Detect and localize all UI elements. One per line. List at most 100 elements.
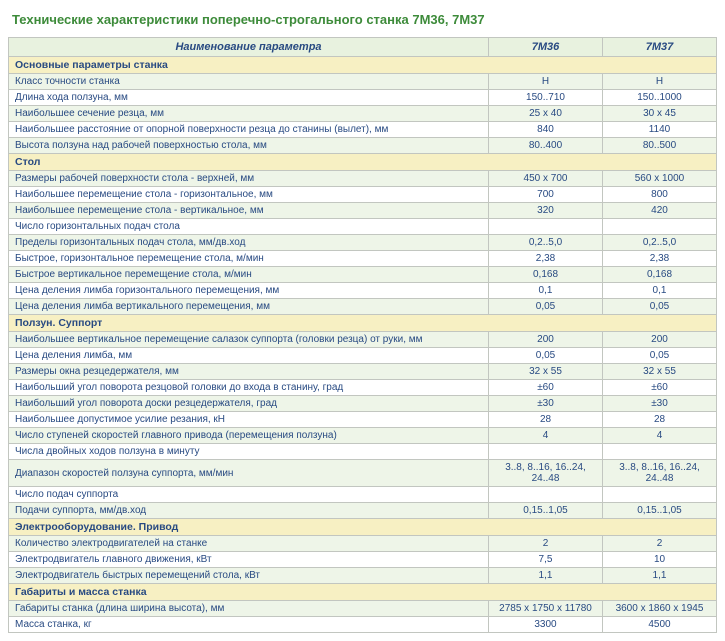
table-row: Наибольшее перемещение стола - вертикаль… bbox=[9, 203, 717, 219]
table-row: Числа двойных ходов ползуна в минуту bbox=[9, 444, 717, 460]
value-col-2: 2 bbox=[603, 536, 717, 552]
section-row: Габариты и масса станка bbox=[9, 584, 717, 601]
value-col-1: 0,05 bbox=[489, 348, 603, 364]
table-row: Количество электродвигателей на станке22 bbox=[9, 536, 717, 552]
section-label: Габариты и масса станка bbox=[9, 584, 717, 601]
param-label: Наибольшее сечение резца, мм bbox=[9, 106, 489, 122]
value-col-1: 7,5 bbox=[489, 552, 603, 568]
value-col-2: 32 х 55 bbox=[603, 364, 717, 380]
value-col-1: 320 bbox=[489, 203, 603, 219]
value-col-1: 2,38 bbox=[489, 251, 603, 267]
param-label: Количество электродвигателей на станке bbox=[9, 536, 489, 552]
param-label: Наибольший угол поворота доски резцедерж… bbox=[9, 396, 489, 412]
value-col-2: 0,168 bbox=[603, 267, 717, 283]
param-label: Электродвигатель главного движения, кВт bbox=[9, 552, 489, 568]
table-row: Число горизонтальных подач стола bbox=[9, 219, 717, 235]
value-col-2: 200 bbox=[603, 332, 717, 348]
section-row: Стол bbox=[9, 154, 717, 171]
value-col-1: ±30 bbox=[489, 396, 603, 412]
header-param: Наименование параметра bbox=[9, 38, 489, 57]
section-row: Основные параметры станка bbox=[9, 57, 717, 74]
param-label: Цена деления лимба горизонтального перем… bbox=[9, 283, 489, 299]
value-col-2: 0,15..1,05 bbox=[603, 503, 717, 519]
param-label: Наибольшее перемещение стола - вертикаль… bbox=[9, 203, 489, 219]
value-col-2: 4500 bbox=[603, 617, 717, 633]
value-col-2 bbox=[603, 444, 717, 460]
value-col-1: 2 bbox=[489, 536, 603, 552]
value-col-1: 200 bbox=[489, 332, 603, 348]
param-label: Быстрое вертикальное перемещение стола, … bbox=[9, 267, 489, 283]
param-label: Быстрое, горизонтальное перемещение стол… bbox=[9, 251, 489, 267]
table-row: Цена деления лимба, мм0,050,05 bbox=[9, 348, 717, 364]
param-label: Длина хода ползуна, мм bbox=[9, 90, 489, 106]
param-label: Наибольший угол поворота резцовой головк… bbox=[9, 380, 489, 396]
value-col-2: 30 х 45 bbox=[603, 106, 717, 122]
value-col-1: 25 х 40 bbox=[489, 106, 603, 122]
param-label: Диапазон скоростей ползуна суппорта, мм/… bbox=[9, 460, 489, 487]
section-row: Электрооборудование. Привод bbox=[9, 519, 717, 536]
table-row: Пределы горизонтальных подач стола, мм/д… bbox=[9, 235, 717, 251]
value-col-2: 0,1 bbox=[603, 283, 717, 299]
param-label: Наибольшее перемещение стола - горизонта… bbox=[9, 187, 489, 203]
value-col-1: 150..710 bbox=[489, 90, 603, 106]
param-label: Габариты станка (длина ширина высота), м… bbox=[9, 601, 489, 617]
table-row: Класс точности станкаНН bbox=[9, 74, 717, 90]
value-col-1: 450 х 700 bbox=[489, 171, 603, 187]
value-col-2: 10 bbox=[603, 552, 717, 568]
table-row: Цена деления лимба горизонтального перем… bbox=[9, 283, 717, 299]
page-title: Технические характеристики поперечно-стр… bbox=[12, 12, 717, 27]
param-label: Цена деления лимба, мм bbox=[9, 348, 489, 364]
section-row: Ползун. Суппорт bbox=[9, 315, 717, 332]
table-row: Электродвигатель главного движения, кВт7… bbox=[9, 552, 717, 568]
param-label: Наибольшее допустимое усилие резания, кН bbox=[9, 412, 489, 428]
table-row: Наибольшее перемещение стола - горизонта… bbox=[9, 187, 717, 203]
value-col-1: 32 х 55 bbox=[489, 364, 603, 380]
param-label: Высота ползуна над рабочей поверхностью … bbox=[9, 138, 489, 154]
value-col-1: Н bbox=[489, 74, 603, 90]
value-col-1: 2785 х 1750 х 11780 bbox=[489, 601, 603, 617]
value-col-1: 0,05 bbox=[489, 299, 603, 315]
value-col-1: 0,15..1,05 bbox=[489, 503, 603, 519]
value-col-2 bbox=[603, 487, 717, 503]
value-col-2: 1140 bbox=[603, 122, 717, 138]
table-row: Наибольший угол поворота доски резцедерж… bbox=[9, 396, 717, 412]
table-row: Размеры рабочей поверхности стола - верх… bbox=[9, 171, 717, 187]
value-col-1: 3..8, 8..16, 16..24, 24..48 bbox=[489, 460, 603, 487]
value-col-2: 150..1000 bbox=[603, 90, 717, 106]
value-col-2: 0,2..5,0 bbox=[603, 235, 717, 251]
table-row: Цена деления лимба вертикального перемещ… bbox=[9, 299, 717, 315]
table-row: Размеры окна резцедержателя, мм32 х 5532… bbox=[9, 364, 717, 380]
param-label: Размеры окна резцедержателя, мм bbox=[9, 364, 489, 380]
section-label: Основные параметры станка bbox=[9, 57, 717, 74]
value-col-1: 3300 bbox=[489, 617, 603, 633]
param-label: Размеры рабочей поверхности стола - верх… bbox=[9, 171, 489, 187]
param-label: Число ступеней скоростей главного привод… bbox=[9, 428, 489, 444]
header-col-2: 7М37 bbox=[603, 38, 717, 57]
table-row: Наибольшее сечение резца, мм25 х 4030 х … bbox=[9, 106, 717, 122]
table-row: Наибольшее вертикальное перемещение сала… bbox=[9, 332, 717, 348]
param-label: Число горизонтальных подач стола bbox=[9, 219, 489, 235]
param-label: Пределы горизонтальных подач стола, мм/д… bbox=[9, 235, 489, 251]
param-label: Электродвигатель быстрых перемещений сто… bbox=[9, 568, 489, 584]
value-col-2: ±60 bbox=[603, 380, 717, 396]
table-header-row: Наименование параметра 7М36 7М37 bbox=[9, 38, 717, 57]
section-label: Электрооборудование. Привод bbox=[9, 519, 717, 536]
value-col-1 bbox=[489, 487, 603, 503]
value-col-1: 700 bbox=[489, 187, 603, 203]
table-row: Масса станка, кг33004500 bbox=[9, 617, 717, 633]
value-col-1 bbox=[489, 219, 603, 235]
value-col-1: 840 bbox=[489, 122, 603, 138]
value-col-2: 420 bbox=[603, 203, 717, 219]
section-label: Стол bbox=[9, 154, 717, 171]
param-label: Подачи суппорта, мм/дв.ход bbox=[9, 503, 489, 519]
value-col-1: 1,1 bbox=[489, 568, 603, 584]
value-col-2: 28 bbox=[603, 412, 717, 428]
table-row: Длина хода ползуна, мм150..710150..1000 bbox=[9, 90, 717, 106]
section-label: Ползун. Суппорт bbox=[9, 315, 717, 332]
table-row: Наибольшее расстояние от опорной поверхн… bbox=[9, 122, 717, 138]
value-col-2: 3600 х 1860 х 1945 bbox=[603, 601, 717, 617]
value-col-1: 0,2..5,0 bbox=[489, 235, 603, 251]
value-col-2: ±30 bbox=[603, 396, 717, 412]
value-col-2: 2,38 bbox=[603, 251, 717, 267]
value-col-2: 0,05 bbox=[603, 348, 717, 364]
